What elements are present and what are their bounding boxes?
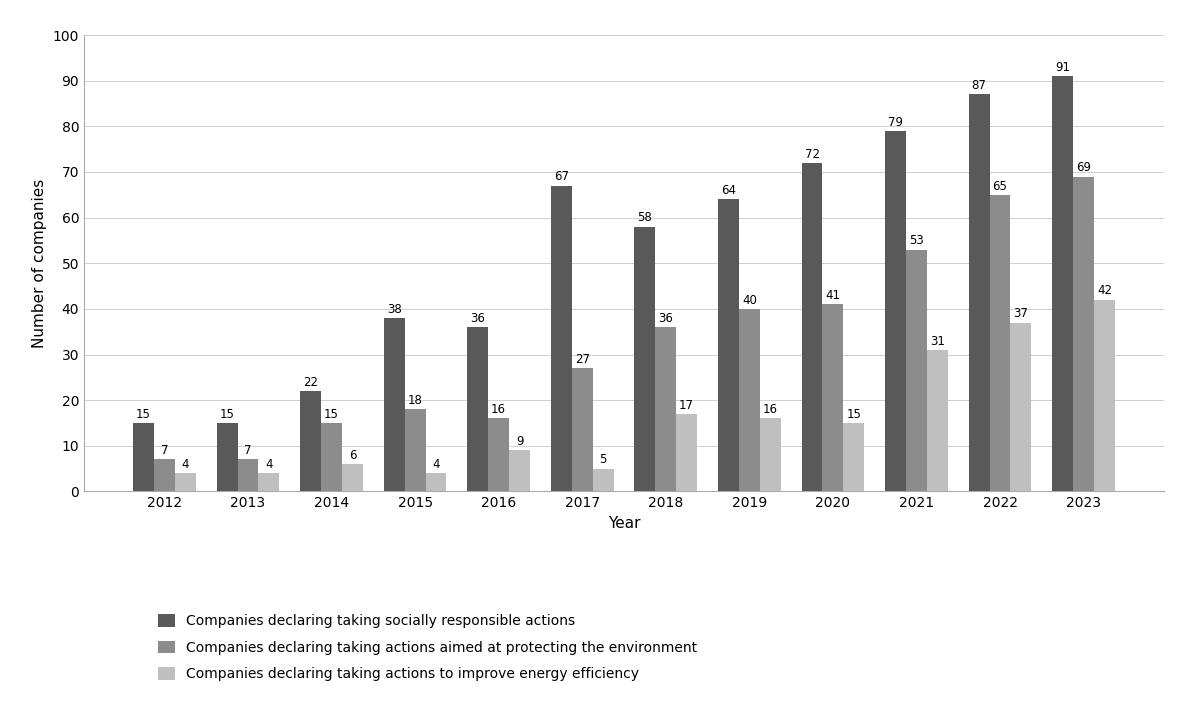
Text: 36: 36 bbox=[659, 312, 673, 325]
Text: 4: 4 bbox=[432, 458, 439, 471]
Bar bbox=[509, 451, 530, 491]
Text: 31: 31 bbox=[930, 335, 944, 347]
Bar bbox=[760, 418, 781, 491]
Text: 36: 36 bbox=[470, 312, 485, 325]
Text: 22: 22 bbox=[304, 376, 318, 389]
Bar bbox=[844, 423, 864, 491]
Bar bbox=[154, 459, 175, 491]
Text: 15: 15 bbox=[220, 408, 234, 420]
Legend: Companies declaring taking socially responsible actions, Companies declaring tak: Companies declaring taking socially resp… bbox=[151, 607, 703, 688]
Bar bbox=[133, 423, 154, 491]
Bar bbox=[1052, 77, 1073, 491]
Bar bbox=[384, 318, 404, 491]
Text: 16: 16 bbox=[763, 403, 778, 416]
Bar bbox=[322, 423, 342, 491]
Text: 7: 7 bbox=[245, 444, 252, 457]
Text: 4: 4 bbox=[181, 458, 190, 471]
Bar bbox=[718, 199, 739, 491]
Text: 18: 18 bbox=[408, 394, 422, 407]
Bar bbox=[968, 94, 990, 491]
X-axis label: Year: Year bbox=[607, 516, 641, 531]
Text: 64: 64 bbox=[721, 184, 736, 197]
Text: 15: 15 bbox=[846, 408, 862, 420]
Text: 87: 87 bbox=[972, 79, 986, 92]
Bar bbox=[217, 423, 238, 491]
Text: 9: 9 bbox=[516, 435, 523, 448]
Bar bbox=[1010, 322, 1031, 491]
Bar bbox=[990, 194, 1010, 491]
Bar bbox=[258, 473, 280, 491]
Text: 27: 27 bbox=[575, 353, 589, 366]
Bar bbox=[467, 327, 488, 491]
Bar bbox=[1094, 300, 1115, 491]
Bar bbox=[677, 413, 697, 491]
Bar bbox=[802, 163, 822, 491]
Text: 7: 7 bbox=[161, 444, 168, 457]
Bar bbox=[342, 464, 362, 491]
Text: 5: 5 bbox=[600, 453, 607, 466]
Text: 42: 42 bbox=[1097, 284, 1112, 298]
Bar bbox=[488, 418, 509, 491]
Bar bbox=[238, 459, 258, 491]
Text: 17: 17 bbox=[679, 399, 694, 411]
Text: 67: 67 bbox=[554, 171, 569, 183]
Bar bbox=[571, 368, 593, 491]
Bar bbox=[886, 131, 906, 491]
Bar bbox=[551, 185, 571, 491]
Text: 72: 72 bbox=[804, 147, 820, 161]
Bar bbox=[175, 473, 196, 491]
Text: 15: 15 bbox=[136, 408, 151, 420]
Bar bbox=[635, 227, 655, 491]
Bar bbox=[1073, 176, 1094, 491]
Text: 38: 38 bbox=[386, 303, 402, 316]
Bar bbox=[655, 327, 677, 491]
Text: 40: 40 bbox=[742, 293, 757, 307]
Text: 15: 15 bbox=[324, 408, 338, 420]
Text: 41: 41 bbox=[826, 289, 840, 302]
Bar bbox=[300, 391, 322, 491]
Bar bbox=[822, 305, 844, 491]
Text: 4: 4 bbox=[265, 458, 272, 471]
Bar bbox=[404, 409, 426, 491]
Text: 91: 91 bbox=[1055, 61, 1070, 74]
Text: 79: 79 bbox=[888, 116, 904, 128]
Text: 69: 69 bbox=[1076, 161, 1091, 174]
Text: 53: 53 bbox=[910, 234, 924, 247]
Bar bbox=[426, 473, 446, 491]
Text: 37: 37 bbox=[1014, 307, 1028, 320]
Bar bbox=[739, 309, 760, 491]
Bar bbox=[593, 469, 613, 491]
Text: 6: 6 bbox=[349, 449, 356, 462]
Text: 65: 65 bbox=[992, 180, 1008, 192]
Text: 16: 16 bbox=[491, 403, 506, 416]
Text: 58: 58 bbox=[637, 211, 653, 225]
Bar bbox=[906, 249, 926, 491]
Y-axis label: Number of companies: Number of companies bbox=[32, 178, 47, 348]
Bar bbox=[926, 350, 948, 491]
